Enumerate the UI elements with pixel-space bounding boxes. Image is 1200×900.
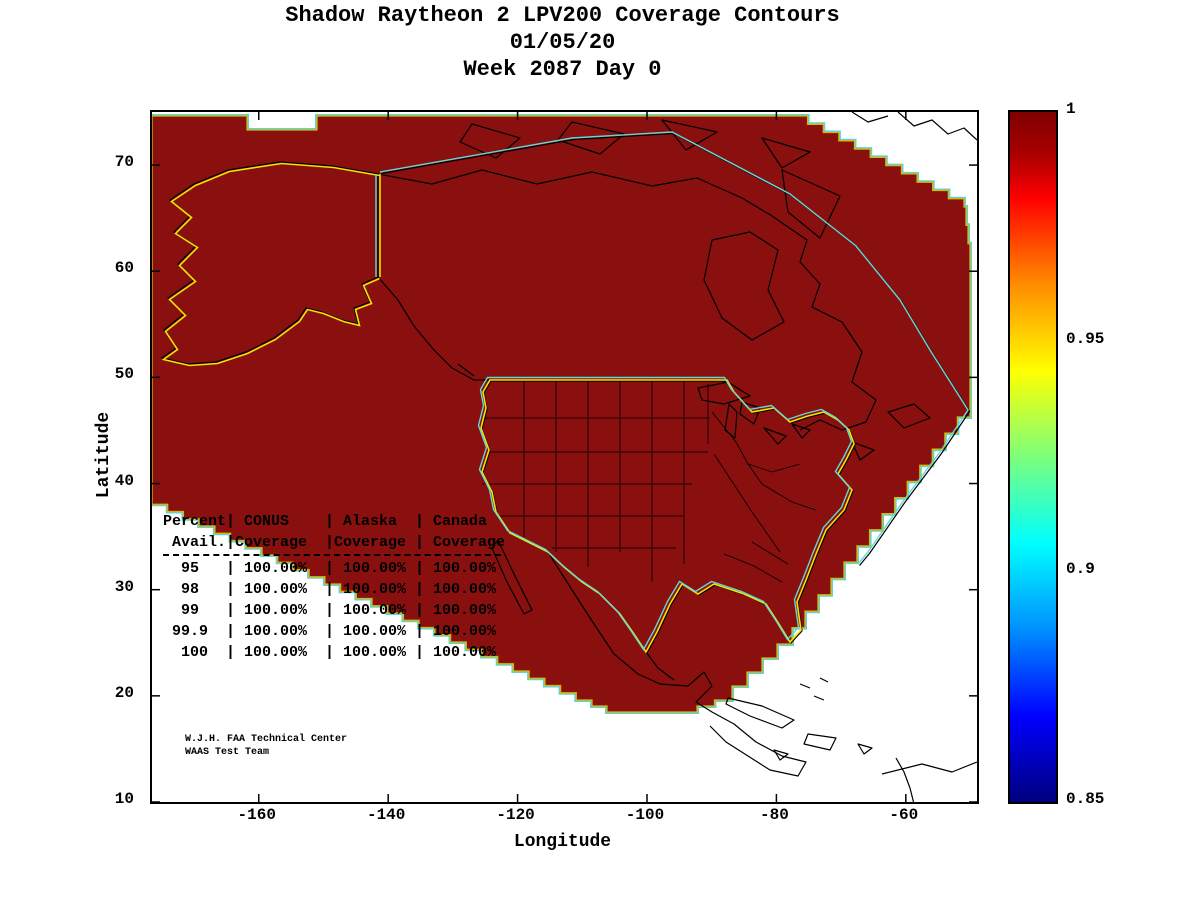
coverage-table-header-text: Percent| CONUS | Alaska | Canada Avail.|… xyxy=(163,513,506,551)
x-axis-ticks: -160 -140 -120 -100 -80 -60 xyxy=(150,806,975,828)
credits-line-2: WAAS Test Team xyxy=(185,747,270,758)
coastline-layer xyxy=(161,112,977,802)
x-tick-label: -100 xyxy=(625,806,665,824)
y-tick-label: 50 xyxy=(114,365,134,384)
plot-area xyxy=(150,110,979,804)
x-tick-label: -160 xyxy=(237,806,276,824)
y-tick-label: 40 xyxy=(114,471,134,490)
colorbar-tick-label: 0.85 xyxy=(1066,790,1105,808)
x-axis-label: Longitude xyxy=(513,832,612,852)
coverage-map-canvas xyxy=(152,112,977,802)
y-tick-label: 20 xyxy=(114,683,134,702)
coverage-table-divider xyxy=(163,554,501,556)
title-line-3: Week 2087 Day 0 xyxy=(463,57,662,82)
y-axis-label: Latitude xyxy=(94,411,114,499)
title-line-1: Shadow Raytheon 2 LPV200 Coverage Contou… xyxy=(285,3,840,28)
y-tick-label: 30 xyxy=(114,577,134,596)
y-axis-ticks: 10 20 30 40 50 60 70 xyxy=(0,110,142,808)
coverage-table-body-text: 95 | 100.00% | 100.00% | 100.00% 98 | 10… xyxy=(172,560,497,661)
x-tick-label: -60 xyxy=(889,806,919,824)
x-tick-label: -120 xyxy=(496,806,535,824)
y-tick-label: 10 xyxy=(114,790,134,808)
y-tick-label: 70 xyxy=(114,153,134,172)
credits-line-1: W.J.H. FAA Technical Center xyxy=(185,734,348,745)
title-line-2: 01/05/20 xyxy=(509,30,616,55)
colorbar-tick-labels: 1 0.95 0.9 0.85 xyxy=(1062,100,1132,808)
y-tick-label: 60 xyxy=(114,259,134,278)
figure-title: Shadow Raytheon 2 LPV200 Coverage Contou… xyxy=(150,2,975,83)
axis-tick-marks xyxy=(152,112,977,802)
colorbar-tick-label: 0.95 xyxy=(1066,330,1105,348)
x-tick-label: -140 xyxy=(366,806,406,824)
colorbar-tick-label: 1 xyxy=(1066,100,1076,118)
coverage-table-header: Percent| CONUS | Alaska | Canada Avail.|… xyxy=(163,511,523,553)
credits-note: W.J.H. FAA Technical Center WAAS Test Te… xyxy=(185,733,347,759)
coverage-region xyxy=(152,115,971,713)
colorbar xyxy=(1008,110,1058,804)
coverage-table-body: 95 | 100.00% | 100.00% | 100.00% 98 | 10… xyxy=(163,558,523,663)
state-borders-layer xyxy=(482,380,817,583)
x-tick-label: -80 xyxy=(760,806,789,824)
colorbar-tick-label: 0.9 xyxy=(1066,560,1095,578)
